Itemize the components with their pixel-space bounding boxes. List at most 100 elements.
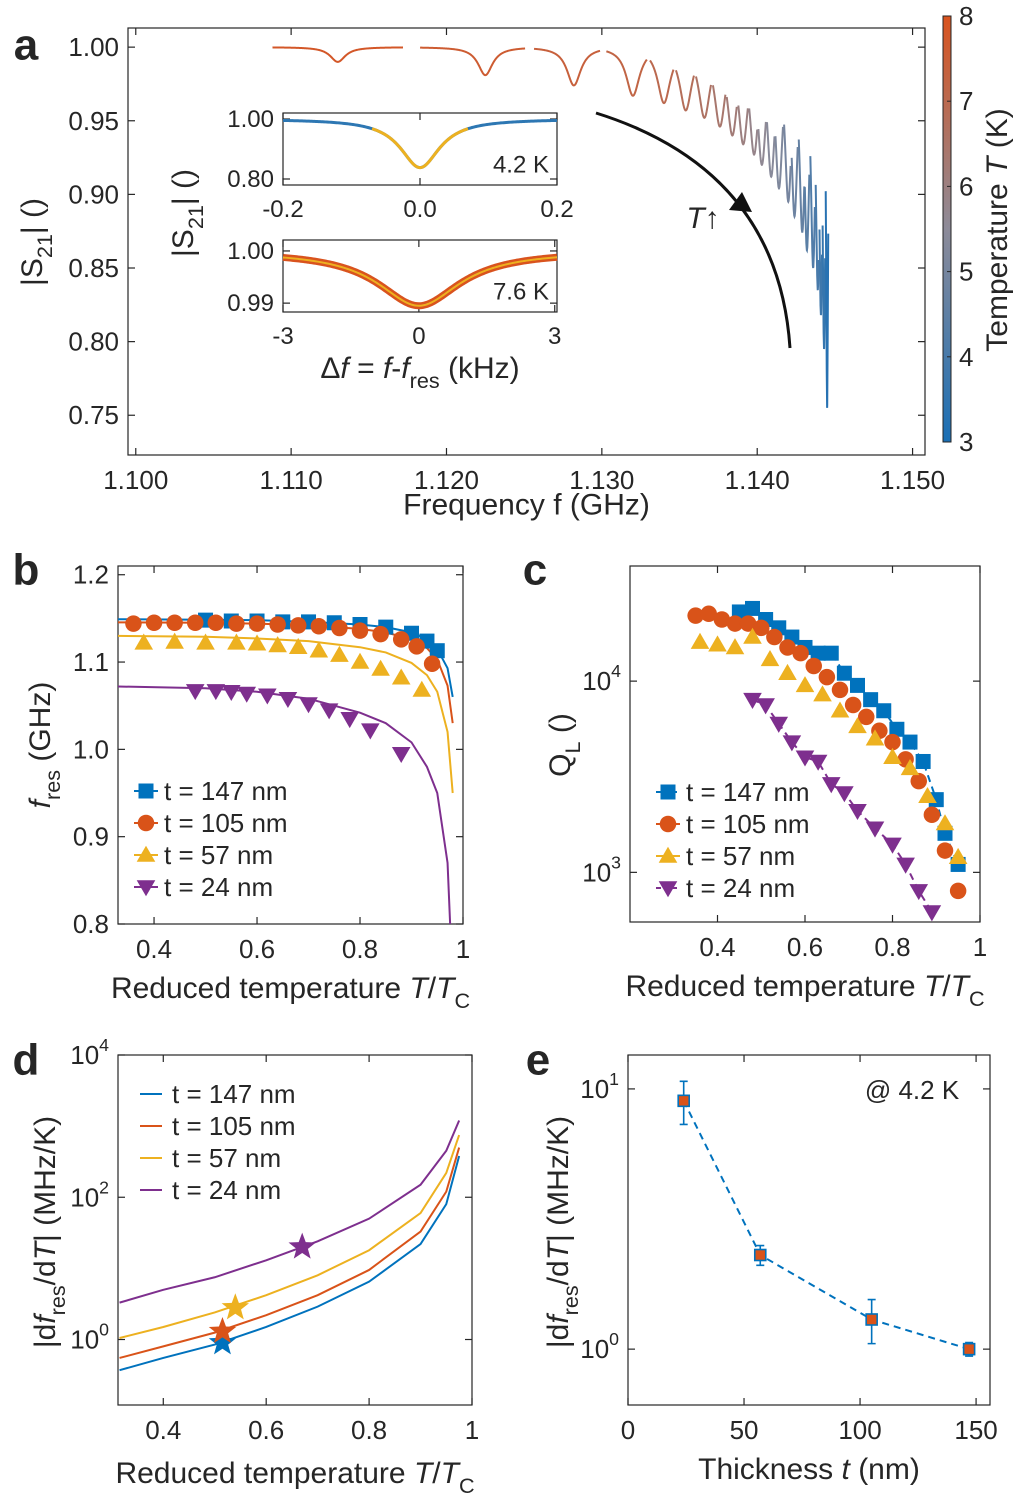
y-axis-label: |dfres/dT| (MHz/K)	[542, 1116, 584, 1348]
dashed-line	[682, 1100, 970, 1351]
label-part: f	[340, 352, 351, 385]
marker	[865, 1313, 878, 1326]
marker	[288, 1232, 316, 1259]
tick-text: 3	[548, 322, 561, 349]
resonance-trace	[821, 225, 827, 350]
tick-text: 0.6	[787, 932, 823, 962]
marker	[808, 754, 828, 771]
tick-text: 10	[70, 1182, 99, 1212]
label-part: | ()	[167, 169, 200, 205]
panel-label: c	[523, 546, 547, 595]
tick-label: 1.140	[725, 465, 790, 495]
tick-text: 0.80	[227, 166, 274, 193]
tick-label: 1	[456, 934, 470, 964]
marker	[165, 632, 184, 649]
marker	[186, 614, 204, 632]
legend-marker	[137, 814, 155, 832]
tick-text: 1.00	[227, 237, 274, 264]
marker	[708, 635, 727, 652]
axes-box	[117, 1054, 473, 1406]
inset-y-label: |S21| ()	[167, 169, 209, 257]
label-part: f	[383, 352, 394, 385]
marker	[830, 701, 850, 718]
label-part: L	[560, 741, 585, 753]
tick-exponent: 4	[99, 1035, 109, 1055]
marker	[795, 676, 815, 693]
marker	[923, 806, 941, 824]
tick-label: 1.120	[414, 465, 479, 495]
resonance-trace	[711, 85, 727, 128]
marker	[278, 691, 298, 709]
tick-label: 0.4	[136, 934, 172, 964]
marker	[288, 637, 308, 654]
marker	[412, 680, 432, 697]
panel-label: b	[13, 546, 40, 595]
tick-text: 0	[412, 322, 425, 349]
curve	[119, 1134, 461, 1339]
legend-label: t = 24 nm	[164, 872, 273, 902]
marker	[340, 712, 360, 729]
tick-label: 0.4	[699, 932, 735, 962]
curve	[119, 1155, 461, 1372]
label-part: Reduced temperature	[115, 1457, 414, 1490]
temperature-arrow	[595, 111, 792, 349]
marker	[743, 692, 762, 709]
tick-text: 10	[70, 1325, 99, 1355]
tick-text: 1.150	[880, 465, 945, 495]
label-part: /d	[29, 1260, 62, 1285]
panel-label: a	[14, 21, 39, 70]
resonance-trace	[774, 126, 784, 190]
label-part: |d	[542, 1324, 575, 1348]
label-part: C	[454, 988, 470, 1013]
marker	[185, 684, 205, 701]
marker	[883, 747, 902, 764]
tick-label: 104	[70, 1035, 109, 1070]
tick-label: 150	[954, 1415, 997, 1445]
marker	[813, 685, 832, 702]
marker	[850, 677, 865, 693]
marker	[883, 837, 902, 854]
marker	[818, 668, 836, 686]
marker	[268, 636, 287, 653]
resonance-trace	[533, 47, 601, 87]
annotation: @ 4.2 K	[865, 1075, 960, 1105]
marker	[902, 734, 918, 750]
label-part: /	[428, 972, 437, 1005]
label-part: T	[29, 1239, 62, 1260]
label-part: |d	[29, 1324, 62, 1348]
marker	[836, 665, 852, 681]
tick-label: 0.8	[73, 909, 109, 939]
tick-text: 1	[973, 932, 987, 962]
legend-label: t = 57 nm	[164, 840, 273, 870]
resonance-trace	[675, 70, 695, 112]
tick-label: 1.130	[569, 465, 634, 495]
label-part: /	[942, 970, 951, 1003]
marker	[408, 638, 425, 655]
x-axis-label: Reduced temperature T/TC	[111, 972, 470, 1014]
resonance-trace	[797, 139, 806, 233]
label-part: (GHz)	[24, 682, 57, 770]
label-part: T	[409, 972, 430, 1005]
marker	[228, 615, 245, 632]
tick-text: 10	[580, 1074, 609, 1104]
marker	[687, 607, 704, 624]
marker	[805, 657, 822, 675]
tick-label: 7	[959, 86, 973, 116]
colorbar	[942, 15, 952, 443]
label-part: res	[45, 1285, 70, 1315]
tick-text: 150	[954, 1415, 997, 1445]
marker	[739, 615, 757, 632]
legend-marker	[138, 783, 154, 799]
label-part: ()	[544, 713, 577, 741]
colorbar-label: Temperature T (K)	[981, 108, 1014, 351]
fit-trace	[371, 127, 469, 170]
tick-text: 0.6	[239, 934, 275, 964]
legend-label: t = 105 nm	[686, 809, 810, 839]
tick-label: 0.6	[787, 932, 823, 962]
tick-exponent: 0	[99, 1320, 109, 1340]
tick-text: 1.140	[725, 465, 790, 495]
tick-label: 1.2	[73, 560, 109, 590]
y-axis-label: |S21| ()	[16, 198, 58, 286]
panel-label: d	[13, 1036, 40, 1085]
tick-text: 1.00	[227, 106, 274, 133]
